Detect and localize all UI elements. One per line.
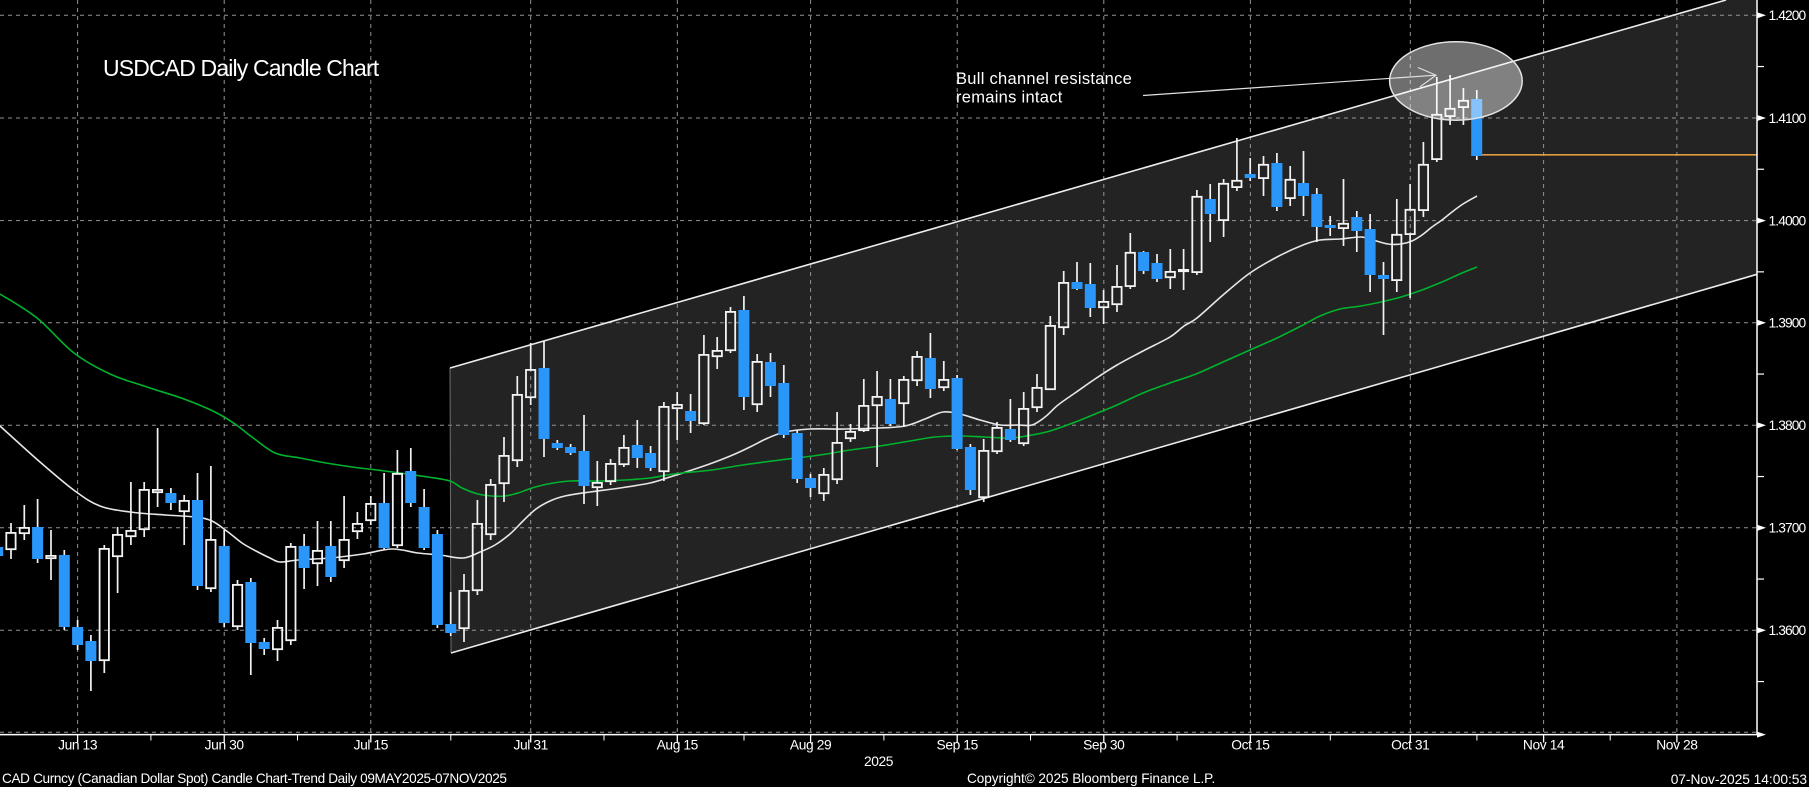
svg-text:Aug 15: Aug 15 (657, 738, 699, 753)
svg-text:Sep 30: Sep 30 (1083, 738, 1125, 753)
svg-text:Nov 14: Nov 14 (1523, 738, 1565, 753)
svg-text:1.4200: 1.4200 (1769, 8, 1807, 23)
svg-text:Nov 28: Nov 28 (1656, 738, 1698, 753)
svg-text:remains intact: remains intact (956, 89, 1063, 107)
svg-text:Jun 13: Jun 13 (58, 738, 98, 753)
svg-text:Bull channel resistance: Bull channel resistance (956, 70, 1132, 88)
svg-text:1.3700: 1.3700 (1769, 521, 1807, 536)
svg-text:1.3800: 1.3800 (1769, 418, 1807, 433)
svg-text:07-Nov-2025 14:00:53: 07-Nov-2025 14:00:53 (1671, 772, 1808, 787)
svg-text:Sep 15: Sep 15 (937, 738, 979, 753)
svg-text:Oct 15: Oct 15 (1231, 738, 1270, 753)
svg-text:1.3600: 1.3600 (1769, 623, 1807, 638)
svg-text:Copyright© 2025 Bloomberg Fina: Copyright© 2025 Bloomberg Finance L.P. (967, 771, 1215, 786)
svg-text:Aug 29: Aug 29 (790, 738, 832, 753)
svg-text:1.4000: 1.4000 (1769, 214, 1807, 229)
svg-text:CAD Curncy (Canadian Dollar Sp: CAD Curncy (Canadian Dollar Spot) Candle… (2, 771, 507, 786)
svg-text:2025: 2025 (864, 754, 894, 769)
svg-text:Oct 31: Oct 31 (1391, 738, 1429, 753)
svg-text:1.4100: 1.4100 (1769, 111, 1807, 126)
svg-text:Jun 30: Jun 30 (205, 738, 245, 753)
svg-text:USDCAD Daily Candle Chart: USDCAD Daily Candle Chart (103, 55, 380, 81)
svg-text:1.3900: 1.3900 (1769, 316, 1807, 331)
svg-text:Jul 31: Jul 31 (513, 738, 547, 753)
svg-text:Jul 15: Jul 15 (354, 738, 389, 753)
